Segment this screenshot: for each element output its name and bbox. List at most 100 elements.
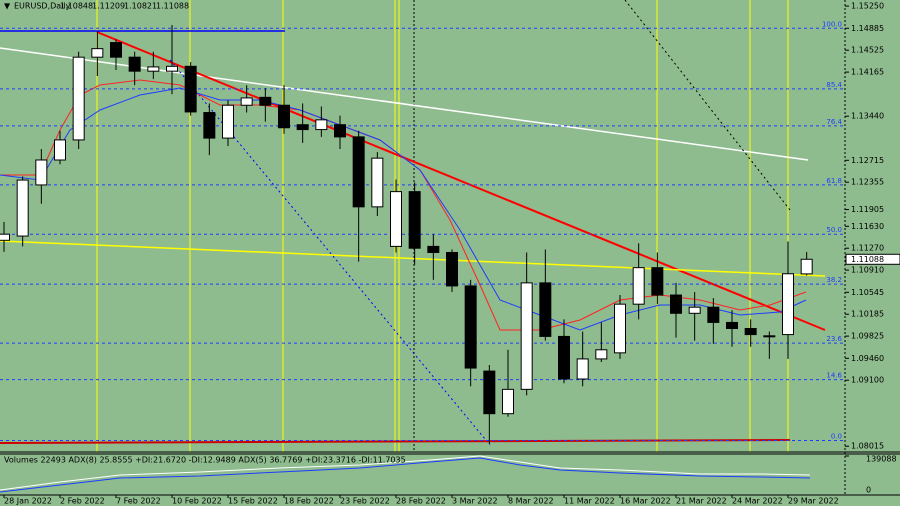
candle-body bbox=[614, 303, 626, 354]
y-tick-label: 1.12355 bbox=[851, 178, 884, 187]
candle-body bbox=[464, 285, 477, 369]
x-tick-label: 23 Feb 2022 bbox=[340, 497, 390, 506]
x-tick-label: 28 Feb 2022 bbox=[396, 497, 446, 506]
fibo-label: 76.4 bbox=[826, 118, 842, 126]
candle-body bbox=[726, 321, 738, 330]
header-low: 1.10821 bbox=[124, 2, 157, 11]
fibo-label: 85.4 bbox=[826, 81, 842, 89]
channel-line bbox=[169, 59, 491, 446]
y-tick-label: 0 bbox=[866, 486, 871, 495]
candle-body bbox=[315, 119, 328, 131]
x-tick-label: 2 Feb 2022 bbox=[60, 497, 105, 506]
adx-line bbox=[0, 455, 811, 491]
candle-body bbox=[446, 251, 458, 287]
candle-body bbox=[16, 179, 29, 237]
candle-body bbox=[278, 104, 290, 129]
fibo-label: 100.0 bbox=[822, 20, 842, 28]
fibo-label: 0.0 bbox=[831, 432, 842, 440]
candle-body bbox=[259, 96, 272, 106]
candle-body bbox=[595, 349, 608, 360]
candle-body bbox=[520, 282, 533, 390]
trend-line bbox=[96, 31, 826, 331]
y-tick-label: 1.12715 bbox=[851, 156, 884, 165]
indicator-text: Volumes 22493 ADX(8) 25.8555 +DI:21.6720… bbox=[4, 456, 406, 465]
candle-body bbox=[91, 48, 104, 58]
fibo-label: 23.6 bbox=[826, 335, 842, 343]
candle-body bbox=[483, 370, 496, 415]
candle-body bbox=[558, 335, 570, 380]
x-tick-label: 24 Mar 2022 bbox=[732, 497, 783, 506]
x-tick-label: 15 Feb 2022 bbox=[228, 497, 278, 506]
candle-body bbox=[651, 267, 664, 296]
candle-body bbox=[782, 273, 794, 336]
candle-body bbox=[688, 306, 701, 314]
x-tick-label: 7 Feb 2022 bbox=[116, 497, 161, 506]
symbol: EURUSD,Daily bbox=[14, 2, 71, 11]
x-tick-label: 21 Mar 2022 bbox=[676, 497, 727, 506]
candle-body bbox=[147, 66, 160, 72]
candle-body bbox=[222, 104, 234, 139]
y-tick-label: 1.11630 bbox=[851, 222, 884, 231]
y-tick-label: 1.14885 bbox=[851, 24, 884, 33]
candle-body bbox=[576, 358, 589, 380]
candle-body bbox=[0, 233, 10, 241]
candle-body bbox=[632, 267, 645, 305]
candle-body bbox=[371, 157, 384, 208]
candle-body bbox=[334, 124, 346, 138]
y-tick-label: 1.09825 bbox=[851, 332, 884, 341]
price-box bbox=[845, 253, 900, 265]
y-tick-label: 1.11270 bbox=[851, 244, 884, 253]
candle-body bbox=[184, 65, 197, 113]
candle-body bbox=[670, 294, 682, 314]
candle-body bbox=[763, 335, 776, 338]
x-tick-label: 18 Feb 2022 bbox=[284, 497, 334, 506]
candle-body bbox=[110, 42, 122, 58]
candle-body bbox=[166, 65, 178, 72]
candle-body bbox=[296, 124, 309, 131]
y-tick-label: 1.10185 bbox=[851, 310, 884, 319]
candle-body bbox=[72, 56, 85, 141]
y-tick-label: 1.09460 bbox=[851, 354, 884, 363]
candle-body bbox=[502, 388, 514, 415]
candle-body bbox=[707, 306, 720, 323]
x-tick-label: 3 Mar 2022 bbox=[452, 497, 498, 506]
candle-body bbox=[128, 56, 141, 72]
x-tick-label: 11 Mar 2022 bbox=[564, 497, 615, 506]
price-label: 1.11088 bbox=[851, 255, 884, 264]
y-tick-label: 139088 bbox=[866, 455, 897, 464]
candle-body bbox=[352, 136, 365, 208]
candle-body bbox=[203, 112, 216, 139]
header-high: 1.11209 bbox=[92, 2, 125, 11]
trend-line bbox=[0, 240, 826, 277]
header-close: 1.11088 bbox=[156, 2, 189, 11]
y-tick-label: 1.10910 bbox=[851, 266, 884, 275]
y-tick-label: 1.14165 bbox=[851, 68, 884, 77]
candle-body bbox=[539, 282, 552, 337]
adx-line bbox=[0, 457, 811, 493]
header-marker: ▼ bbox=[4, 2, 11, 11]
candle-body bbox=[744, 328, 757, 336]
y-tick-label: 1.10545 bbox=[851, 288, 884, 297]
x-tick-label: 16 Mar 2022 bbox=[620, 497, 671, 506]
fibo-label: 61.8 bbox=[826, 177, 842, 185]
candle-body bbox=[240, 97, 253, 106]
x-tick-label: 8 Mar 2022 bbox=[508, 497, 554, 506]
y-tick-label: 1.14525 bbox=[851, 46, 884, 55]
y-tick-label: 1.15250 bbox=[851, 2, 884, 11]
y-tick-label: 1.09100 bbox=[851, 376, 884, 385]
x-tick-label: 28 Jan 2022 bbox=[4, 497, 52, 506]
x-tick-label: 29 Mar 2022 bbox=[788, 497, 839, 506]
candle-body bbox=[427, 245, 440, 253]
y-tick-label: 1.13440 bbox=[851, 112, 884, 121]
candle-body bbox=[800, 258, 813, 275]
y-tick-label: 1.08015 bbox=[851, 442, 884, 451]
fibo-label: 50.0 bbox=[826, 226, 842, 234]
candle-body bbox=[54, 139, 66, 161]
y-tick-label: 1.11905 bbox=[851, 205, 884, 214]
fibo-label: 14.6 bbox=[826, 372, 842, 380]
candle-body bbox=[35, 159, 48, 186]
candle-body bbox=[390, 191, 402, 247]
level-line bbox=[0, 439, 791, 444]
fibo-label: 38.2 bbox=[826, 276, 842, 284]
